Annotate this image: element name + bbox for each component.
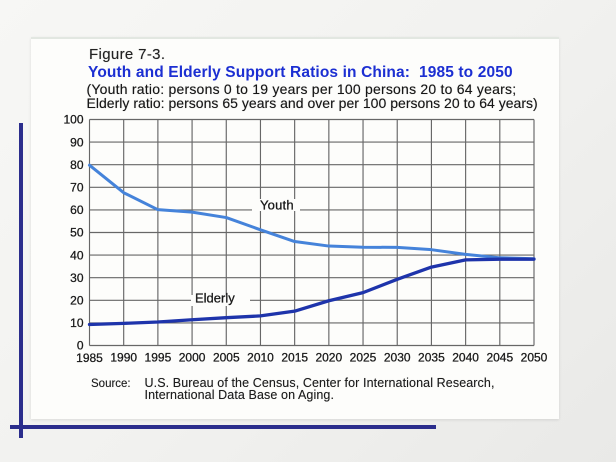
svg-text:2020: 2020 [315, 350, 342, 364]
svg-text:1995: 1995 [145, 350, 172, 364]
svg-text:1985: 1985 [76, 351, 103, 365]
svg-text:2000: 2000 [179, 350, 206, 364]
svg-text:Elderly: Elderly [195, 290, 235, 305]
svg-text:40: 40 [70, 248, 84, 262]
svg-text:2050: 2050 [521, 350, 548, 364]
svg-text:0: 0 [77, 339, 84, 353]
svg-text:2040: 2040 [452, 350, 479, 364]
svg-text:30: 30 [70, 271, 84, 285]
svg-text:10: 10 [70, 316, 84, 330]
svg-text:60: 60 [70, 203, 84, 217]
svg-text:2045: 2045 [486, 350, 513, 364]
svg-text:20: 20 [70, 294, 84, 308]
svg-text:100: 100 [63, 113, 83, 127]
svg-text:2030: 2030 [384, 350, 411, 364]
svg-text:90: 90 [70, 135, 84, 149]
svg-text:50: 50 [70, 226, 84, 240]
svg-text:80: 80 [70, 158, 84, 172]
svg-text:Youth: Youth [260, 198, 294, 213]
svg-text:2005: 2005 [213, 350, 240, 364]
svg-text:2010: 2010 [247, 350, 274, 364]
svg-text:2035: 2035 [418, 350, 445, 364]
svg-text:70: 70 [70, 181, 84, 195]
svg-text:2015: 2015 [281, 350, 308, 364]
svg-text:2025: 2025 [350, 350, 377, 364]
svg-text:1990: 1990 [110, 350, 137, 364]
